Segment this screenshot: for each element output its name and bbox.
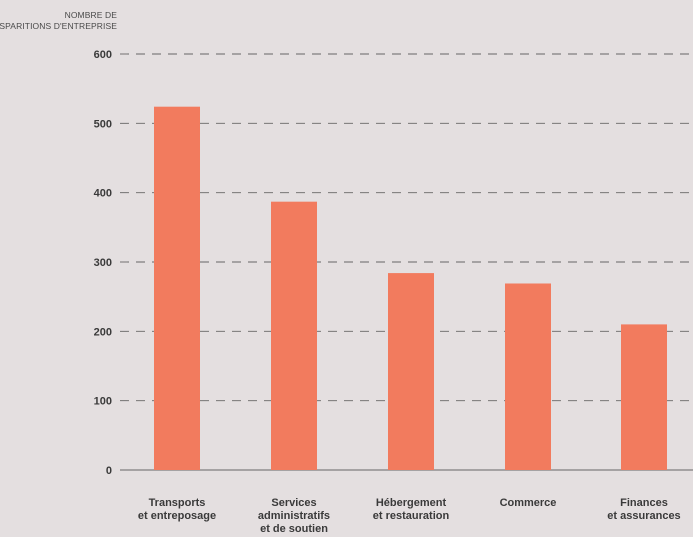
y-tick-label-200: 200 (94, 326, 112, 338)
y-tick-label-300: 300 (94, 257, 112, 269)
y-tick-label-100: 100 (94, 396, 112, 408)
y-axis-title-line-2: DISPARITIONS D'ENTREPRISE (0, 21, 117, 31)
x-category-label-4: Commerce (500, 497, 557, 509)
y-tick-label-600: 600 (94, 49, 112, 61)
bar-4 (505, 283, 551, 470)
bar-5 (621, 324, 667, 470)
y-tick-label-400: 400 (94, 188, 112, 200)
x-category-label-3: Hébergement et restauration (373, 497, 450, 522)
bars (154, 106, 667, 471)
x-category-labels: Transports et entreposage Services administ… (138, 497, 681, 535)
x-category-label-1: Transports et entreposage (138, 497, 216, 522)
y-axis-title: NOMBRE DE DISPARITIONS D'ENTREPRISE (0, 10, 117, 32)
y-tick-label-500: 500 (94, 118, 112, 130)
y-tick-label-0: 0 (106, 465, 112, 477)
bar-3 (388, 273, 434, 470)
bar-2 (271, 201, 317, 470)
y-tick-labels: 0 100 200 300 400 500 600 (94, 49, 112, 477)
bar-1 (154, 106, 200, 471)
x-category-label-5: Finances et assurances (607, 497, 680, 522)
x-category-label-2: Services administratifs et de soutien (258, 497, 330, 535)
y-axis-title-line-1: NOMBRE DE (64, 10, 117, 20)
